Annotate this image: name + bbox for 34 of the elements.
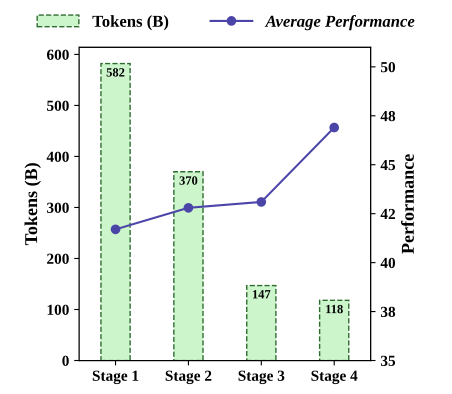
data-label: 118 [326, 304, 343, 314]
y2-tick-label: 38 [380, 306, 396, 318]
y2-tick-label: 40 [380, 258, 396, 268]
legend-label: Average Performance [264, 15, 414, 30]
bar [318, 300, 350, 361]
y-axis-title: Tokens (B) [24, 163, 41, 246]
x-tick-label: Stage 3 [238, 370, 284, 384]
x-tick-label: Stage 2 [166, 370, 212, 384]
y-tick-label: 600 [46, 50, 69, 60]
y2-axis-title: Performance [401, 154, 414, 254]
y2-tick-label: 50 [380, 62, 396, 72]
y2-tick-label: 42 [380, 208, 395, 219]
data-label: 370 [180, 176, 198, 185]
bar [173, 171, 204, 361]
x-tick-label: Stage 1 [92, 370, 138, 384]
y-tick-label: 0 [62, 356, 69, 366]
point [329, 122, 340, 132]
y2-tick-label: 48 [380, 110, 396, 122]
y2-tick-label: 35 [380, 356, 396, 366]
legend-label: Tokens (B) [92, 15, 168, 30]
y-tick-label: 400 [46, 152, 69, 162]
x-tick-label: Stage 4 [311, 370, 358, 384]
point [184, 202, 194, 213]
y-tick-label: 300 [47, 202, 69, 213]
data-label: 147 [252, 290, 270, 298]
y-tick-label: 500 [47, 100, 69, 111]
point [110, 224, 120, 234]
bar [100, 62, 131, 361]
bar [246, 284, 277, 361]
point [256, 197, 266, 207]
y-tick-label: 100 [48, 304, 69, 315]
data-label: 582 [106, 68, 124, 77]
y-tick-label: 200 [47, 254, 69, 264]
y2-tick-label: 45 [380, 160, 396, 170]
